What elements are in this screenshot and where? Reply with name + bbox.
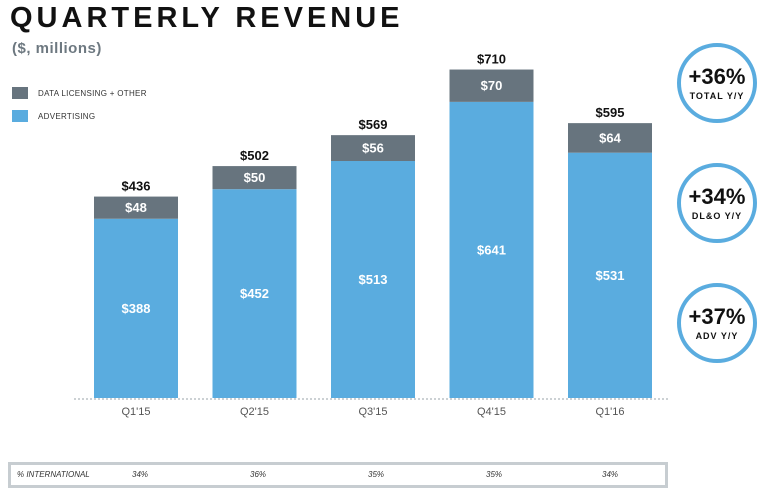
- international-label: % INTERNATIONAL: [17, 470, 90, 479]
- international-value: 34%: [602, 470, 619, 479]
- bar-label-data-licensing: $50: [244, 170, 266, 185]
- badge-value: +37%: [688, 303, 746, 329]
- bar-label-data-licensing: $56: [362, 141, 384, 156]
- bar-total-label: $710: [477, 52, 506, 67]
- legend-item-data-licensing: DATA LICENSING + OTHER: [12, 86, 147, 100]
- legend-swatch-data-licensing: [12, 87, 28, 99]
- international-value: 35%: [368, 470, 385, 479]
- chart-subtitle: ($, millions): [12, 40, 102, 57]
- bar-total-label: $436: [122, 179, 151, 194]
- bar-advertising: [568, 152, 652, 398]
- bar-label-advertising: $641: [477, 242, 506, 257]
- bar-label-data-licensing: $48: [125, 200, 147, 215]
- bar-total-label: $569: [359, 117, 388, 132]
- badge-value: +36%: [688, 63, 746, 89]
- bar-data-licensing: [212, 166, 297, 190]
- legend-label: ADVERTISING: [38, 111, 96, 121]
- x-tick-label: Q1'15: [121, 406, 150, 418]
- international-value: 34%: [132, 470, 149, 479]
- bar-data-licensing: [94, 196, 178, 219]
- bar-data-licensing: [331, 135, 415, 162]
- bar-advertising: [449, 101, 534, 399]
- bar-advertising: [94, 218, 178, 398]
- bar-label-advertising: $531: [596, 268, 625, 283]
- bar-total-label: $502: [240, 148, 269, 163]
- international-value: 36%: [250, 470, 267, 479]
- bar-advertising: [331, 161, 415, 398]
- bar-label-advertising: $513: [359, 272, 388, 287]
- bar-label-data-licensing: $64: [599, 130, 621, 145]
- bar-advertising: [212, 189, 297, 398]
- adv-yoy-badge: +37% ADV Y/Y: [677, 283, 757, 363]
- chart-title: QUARTERLY REVENUE: [10, 2, 404, 34]
- legend-swatch-advertising: [12, 110, 28, 122]
- international-value: 35%: [486, 470, 503, 479]
- x-tick-label: Q1'16: [595, 406, 624, 418]
- legend-item-advertising: ADVERTISING: [12, 109, 147, 123]
- legend-label: DATA LICENSING + OTHER: [38, 88, 147, 98]
- badge-label: TOTAL Y/Y: [689, 90, 745, 101]
- x-tick-label: Q2'15: [240, 406, 269, 418]
- total-yoy-badge: +36% TOTAL Y/Y: [677, 43, 757, 123]
- bar-data-licensing: [568, 123, 652, 153]
- bar-label-advertising: $452: [240, 286, 269, 301]
- bar-data-licensing: [449, 69, 534, 102]
- international-table: % INTERNATIONAL 34% 36% 35% 35% 34%: [8, 462, 668, 488]
- x-tick-label: Q4'15: [477, 406, 506, 418]
- dlo-yoy-badge: +34% DL&O Y/Y: [677, 163, 757, 243]
- legend: DATA LICENSING + OTHER ADVERTISING: [12, 86, 147, 132]
- badge-label: ADV Y/Y: [695, 330, 739, 341]
- x-tick-label: Q3'15: [358, 406, 387, 418]
- bar-total-label: $595: [596, 105, 625, 120]
- bar-label-data-licensing: $70: [481, 78, 503, 93]
- badge-value: +34%: [688, 183, 746, 209]
- bar-label-advertising: $388: [122, 301, 151, 316]
- badge-label: DL&O Y/Y: [691, 210, 743, 221]
